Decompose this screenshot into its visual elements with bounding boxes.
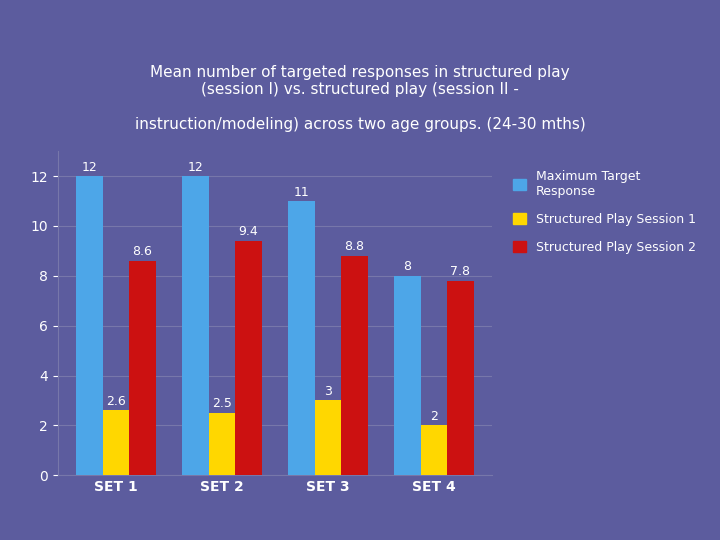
Bar (420, 426, 447, 475)
Text: 11: 11 (294, 186, 310, 199)
Text: 9.4: 9.4 (238, 225, 258, 239)
Text: 12: 12 (81, 160, 97, 174)
Bar (182, 176, 209, 475)
Bar (447, 281, 474, 475)
Bar (288, 201, 315, 475)
Text: Mean number of targeted responses in structured play
(session I) vs. structured : Mean number of targeted responses in str… (135, 65, 585, 132)
Bar (394, 276, 420, 475)
Text: 7.8: 7.8 (451, 265, 470, 278)
Text: 2.6: 2.6 (106, 395, 126, 408)
Text: 8.8: 8.8 (344, 240, 364, 253)
Bar (103, 410, 129, 475)
Bar (209, 413, 235, 475)
Text: 8: 8 (403, 260, 411, 273)
Text: 8.6: 8.6 (132, 245, 153, 258)
Text: 12: 12 (187, 160, 203, 174)
Bar (235, 241, 261, 475)
Text: 2.5: 2.5 (212, 397, 232, 410)
Bar (341, 256, 368, 475)
Bar (129, 261, 156, 475)
Bar (315, 401, 341, 475)
Legend: Maximum Target
Response, Structured Play Session 1, Structured Play Session 2: Maximum Target Response, Structured Play… (507, 164, 702, 260)
Text: 3: 3 (324, 385, 332, 398)
Bar (76, 176, 103, 475)
Text: 2: 2 (430, 410, 438, 423)
